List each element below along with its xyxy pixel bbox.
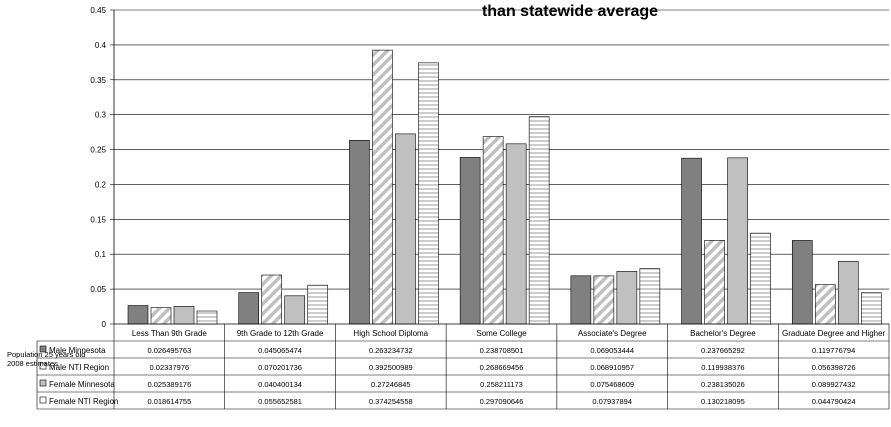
y-tick-label: 0.2 <box>95 180 107 189</box>
bar-female-nti-region <box>307 284 329 325</box>
table-cell-value: 0.268669456 <box>480 363 524 372</box>
table-cell-value: 0.02337976 <box>150 363 190 372</box>
table-cell-value: 0.018614755 <box>147 397 191 406</box>
bar-female-nti-region <box>750 232 771 325</box>
table-cell-value: 0.07937894 <box>592 397 632 406</box>
y-axis-ticks: 0 0.05 0.1 0.15 0.2 0.25 0.3 0.35 0.4 0.45 <box>90 6 115 329</box>
bar-female-minnesota <box>395 133 416 325</box>
y-tick-label: 0.3 <box>95 111 107 120</box>
data-table: Less Than 9th Grade 9th Grade to 12th Gra… <box>36 323 890 410</box>
table-cell-value: 0.258211173 <box>480 380 523 389</box>
bar-male-minnesota <box>127 305 149 325</box>
table-cell-value: 0.045065474 <box>258 346 302 355</box>
x-category-label: High School Diploma <box>353 329 428 338</box>
x-category-label: Graduate Degree and Higher <box>782 329 886 338</box>
bar-female-nti-region <box>860 292 882 325</box>
table-cell-value: 0.056398726 <box>812 363 856 372</box>
table-cell-value: 0.069053444 <box>590 346 634 355</box>
series-name: Female NTI Region <box>49 397 118 406</box>
table-cell-value: 0.055652581 <box>258 397 302 406</box>
series-name: Male Minnesota <box>49 346 106 355</box>
row-header-line-1: Population 25 years old <box>7 350 85 359</box>
bar-male-minnesota <box>459 157 481 325</box>
bar-male-nti-region <box>593 275 615 325</box>
row-header-line-2: 2008 estimates <box>7 359 58 368</box>
y-tick-label: 0.15 <box>90 215 106 224</box>
table-cell-value: 0.075468609 <box>590 380 634 389</box>
bar-female-minnesota <box>284 295 306 325</box>
table-cell-value: 0.237665292 <box>701 346 745 355</box>
series-name: Female Minnesota <box>49 380 115 389</box>
bar-male-minnesota <box>791 240 813 325</box>
legend-key <box>39 396 47 404</box>
table-cell-value: 0.026495763 <box>147 346 191 355</box>
bar-male-nti-region <box>482 136 504 325</box>
bar-male-nti-region <box>704 240 725 325</box>
table-cell-value: 0.119938376 <box>701 363 744 372</box>
bar-female-minnesota <box>173 305 195 325</box>
bar-female-nti-region <box>639 268 661 325</box>
table-cell-value: 0.044790424 <box>812 397 856 406</box>
x-category-label: Some College <box>476 329 527 338</box>
table-cell-value: 0.130218095 <box>701 397 745 406</box>
y-tick-label: 0.35 <box>90 76 106 85</box>
x-category-label: Associate's Degree <box>578 329 647 338</box>
bar-female-minnesota <box>727 157 748 325</box>
x-category-label: Less Than 9th Grade <box>132 329 208 338</box>
bar-female-minnesota <box>837 260 859 325</box>
y-tick-label: 0 <box>102 320 107 329</box>
table-cell-value: 0.374254558 <box>369 397 413 406</box>
table-cell-value: 0.238708501 <box>480 346 524 355</box>
y-tick-label: 0.45 <box>90 6 106 15</box>
y-tick-label: 0.25 <box>90 146 106 155</box>
bar-female-nti-region <box>528 116 550 325</box>
bar-male-minnesota <box>238 292 260 325</box>
bar-female-nti-region <box>418 62 439 325</box>
table-cell-value: 0.297090646 <box>480 397 524 406</box>
series-name: Male NTI Region <box>49 363 109 372</box>
y-tick-label: 0.4 <box>95 41 107 50</box>
y-tick-label: 0.1 <box>95 250 107 259</box>
bar-male-minnesota <box>681 157 702 325</box>
table-cell-value: 0.068910957 <box>590 363 634 372</box>
table-cell-value: 0.119776794 <box>812 346 855 355</box>
legend-key <box>39 362 47 370</box>
table-cell-value: 0.392500989 <box>369 363 413 372</box>
table-cell-value: 0.263234732 <box>369 346 413 355</box>
table-cell-value: 0.040400134 <box>258 380 302 389</box>
table-cell-value: 0.070201736 <box>258 363 302 372</box>
bar-female-nti-region <box>196 310 218 325</box>
table-cell-value: 0.089927432 <box>812 380 856 389</box>
table-cell-value: 0.27246845 <box>371 380 411 389</box>
x-category-label: Bachelor's Degree <box>690 329 756 338</box>
bar-male-minnesota <box>570 275 592 325</box>
chart-title: than statewide average <box>482 3 658 20</box>
bar-male-nti-region <box>261 274 283 325</box>
x-category-label: 9th Grade to 12th Grade <box>237 329 324 338</box>
table-cell-value: 0.025389176 <box>147 380 191 389</box>
legend-key <box>39 379 47 387</box>
legend-key <box>39 345 47 353</box>
bar-male-nti-region <box>150 307 172 325</box>
bars <box>127 49 882 325</box>
y-tick-label: 0.05 <box>90 285 106 294</box>
bar-male-minnesota <box>349 140 370 325</box>
bar-male-nti-region <box>814 284 836 325</box>
bar-male-nti-region <box>372 49 393 325</box>
bar-female-minnesota <box>505 143 527 325</box>
bar-female-minnesota <box>616 271 638 325</box>
table-cell-value: 0.238135026 <box>701 380 745 389</box>
